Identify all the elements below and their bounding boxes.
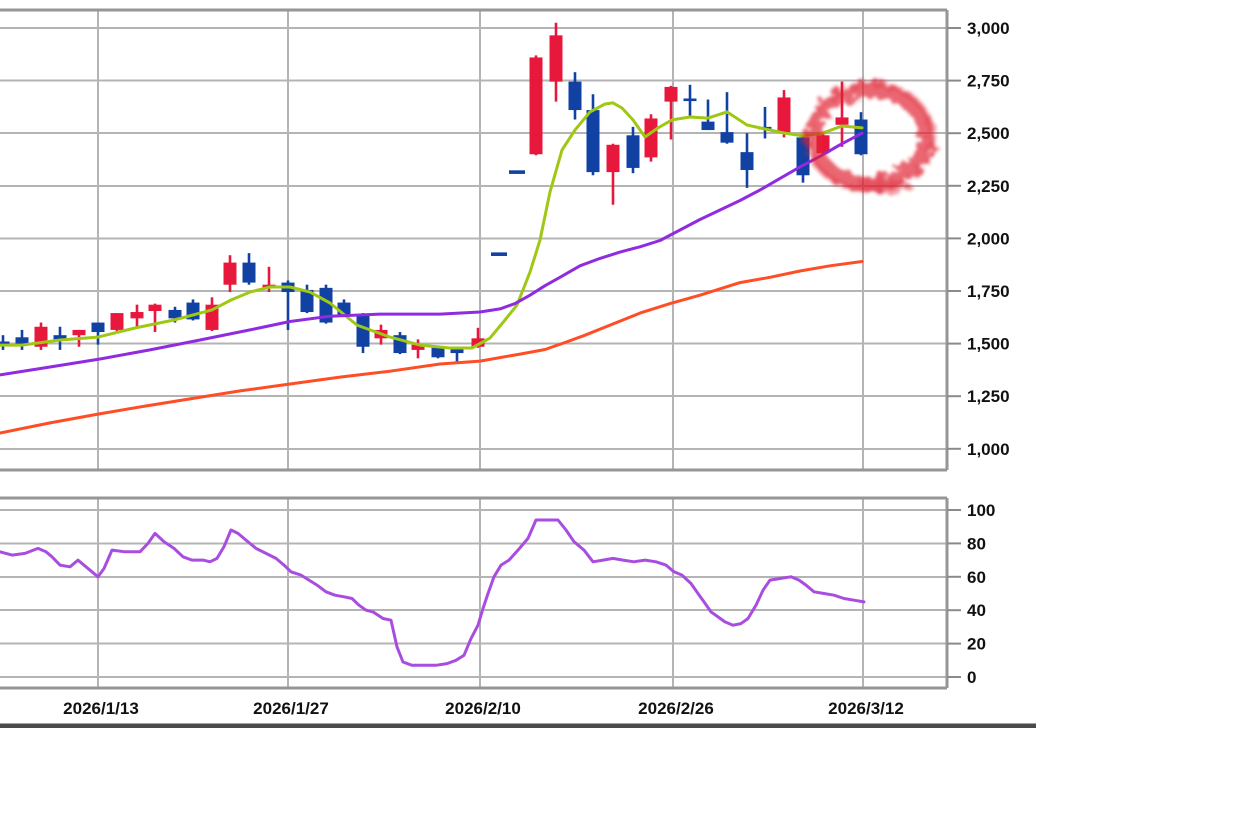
grid-lines — [0, 10, 947, 688]
long-term-ma — [0, 260, 864, 435]
candle-body — [72, 329, 86, 336]
date-axis-labels: 2026/1/13 2026/1/27 2026/2/10 2026/2/26 2026… — [63, 699, 904, 718]
candle — [0, 335, 10, 350]
candle-body — [606, 144, 620, 173]
candle-body — [450, 347, 464, 354]
candle-body — [720, 132, 734, 143]
candle-body — [835, 117, 849, 125]
annotation-ring-blob — [859, 178, 911, 194]
oscillator-tick-label: 40 — [967, 601, 986, 620]
axis-baseline — [0, 723, 1036, 728]
annotation-ring — [806, 82, 934, 192]
candle-body — [664, 86, 678, 102]
candle — [664, 85, 678, 140]
candle-body — [740, 152, 754, 171]
rsi-line — [0, 518, 866, 667]
candle — [242, 253, 256, 285]
price-tick-label: 1,500 — [967, 335, 1010, 354]
candle-body — [568, 81, 582, 111]
candle-body — [148, 304, 162, 311]
candle-body — [701, 121, 715, 131]
candle-body — [130, 312, 144, 319]
candle — [393, 332, 407, 355]
candle — [586, 94, 600, 176]
candle-body — [471, 338, 485, 347]
candle-body — [242, 262, 256, 283]
date-tick-label: 2026/2/10 — [445, 699, 521, 718]
candle — [130, 304, 144, 327]
candle-body — [110, 313, 124, 330]
candle — [223, 255, 237, 293]
candle — [15, 329, 29, 350]
candle-body — [683, 98, 697, 102]
price-tick-label: 2,500 — [967, 124, 1010, 143]
price-axis-labels: 3,000 2,750 2,500 2,250 2,000 1,750 1,500 1,250… — [967, 19, 1010, 459]
candle — [720, 92, 734, 144]
candle — [411, 339, 425, 359]
highlight-circle-annotation — [803, 80, 937, 194]
candle-body — [15, 337, 29, 345]
candlestick-series — [0, 22, 868, 363]
candle-dash — [509, 170, 525, 174]
oscillator-tick-label: 80 — [967, 534, 986, 553]
short-term-ma — [0, 101, 864, 350]
oscillator-tick-label: 0 — [967, 668, 976, 687]
date-tick-label: 2026/3/12 — [828, 699, 904, 718]
candle-dash — [491, 252, 507, 256]
candle — [568, 72, 582, 120]
candle — [148, 303, 162, 333]
mid-term-ma — [0, 131, 864, 377]
price-tick-label: 3,000 — [967, 19, 1010, 38]
price-tick-label: 2,750 — [967, 72, 1010, 91]
date-tick-label: 2026/1/27 — [253, 699, 329, 718]
price-tick-label: 1,250 — [967, 387, 1010, 406]
candle-body — [644, 118, 658, 158]
candle — [701, 99, 715, 131]
candle-body — [411, 344, 425, 350]
candle — [53, 326, 67, 350]
candle-body — [53, 335, 67, 340]
candle-body — [549, 35, 563, 82]
price-tick-label: 2,000 — [967, 229, 1010, 248]
candle — [644, 114, 658, 162]
oscillator-axis-labels: 100 80 60 40 20 0 — [967, 501, 995, 687]
candle-body — [529, 57, 543, 155]
candle-body — [91, 322, 105, 333]
candle-body — [223, 262, 237, 285]
oscillator-tick-label: 60 — [967, 568, 986, 587]
candle — [777, 90, 791, 138]
candle-body — [168, 309, 182, 319]
candle-body — [356, 315, 370, 347]
candle — [549, 22, 563, 102]
candle-body — [300, 289, 314, 313]
candle — [626, 126, 640, 174]
candle-body — [431, 347, 445, 358]
oscillator-tick-label: 20 — [967, 635, 986, 654]
candle-body — [777, 97, 791, 133]
date-tick-label: 2026/2/26 — [638, 699, 714, 718]
candle — [205, 297, 219, 331]
oscillator-tick-label: 100 — [967, 501, 995, 520]
candle — [740, 133, 754, 188]
candle — [300, 284, 314, 314]
date-tick-label: 2026/1/13 — [63, 699, 139, 718]
candle-body — [626, 135, 640, 168]
candle — [34, 322, 48, 350]
candle — [683, 84, 697, 117]
price-tick-label: 2,250 — [967, 177, 1010, 196]
candle — [606, 143, 620, 205]
axis-ticks — [947, 27, 961, 678]
candle-body — [586, 110, 600, 173]
price-tick-label: 1,000 — [967, 440, 1010, 459]
price-tick-label: 1,750 — [967, 282, 1010, 301]
candle — [91, 322, 105, 345]
candle — [529, 55, 543, 156]
candle-body — [319, 287, 333, 323]
candle — [356, 313, 370, 354]
panel-borders — [0, 8, 949, 690]
candle — [110, 313, 124, 333]
